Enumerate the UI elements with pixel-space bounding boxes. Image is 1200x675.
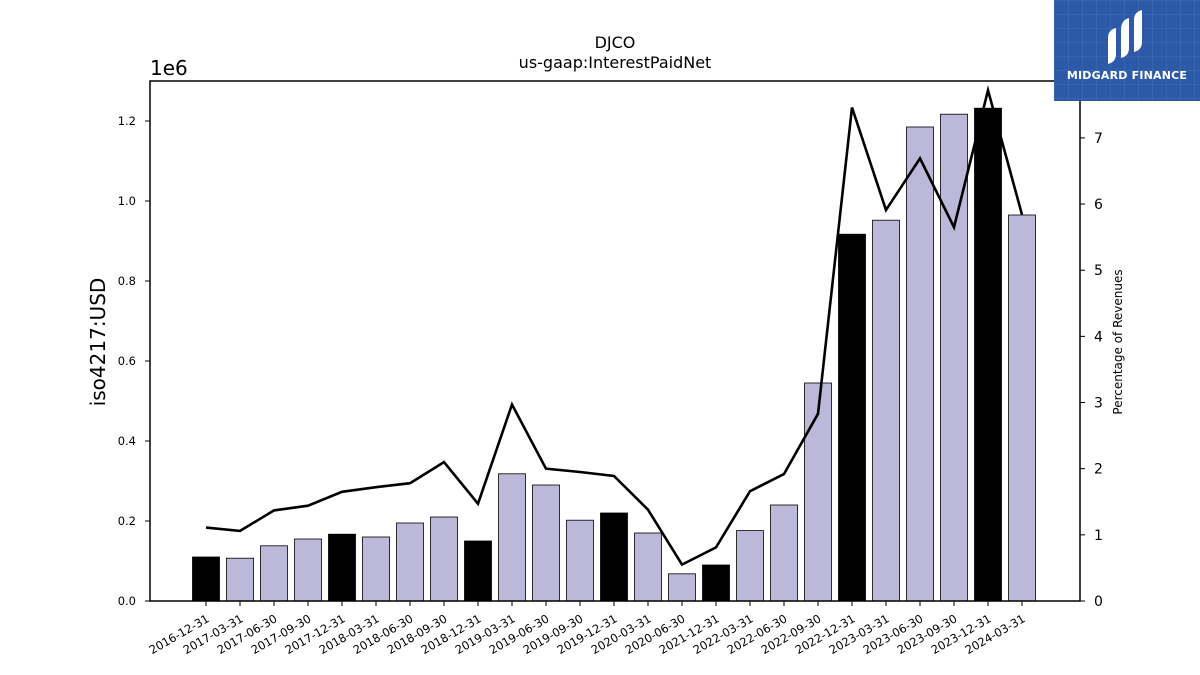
y-tick-label-1.2: 1.2 [118,114,136,128]
y2-tick-label-3: 3 [1094,396,1103,412]
bar-2021-12-31 [702,564,730,602]
chart-subtitle: us-gaap:InterestPaidNet [519,53,712,72]
bar-2017-12-31 [328,533,356,602]
bar-2024-03-31 [1008,214,1036,602]
bar-2017-03-31 [226,557,254,602]
bar-2022-03-31 [736,530,764,602]
y2-tick-label-7: 7 [1094,131,1103,147]
bar-2020-06-30 [668,573,696,602]
bar-2018-09-30 [430,516,458,602]
midgard-logo-icon [1108,10,1142,64]
bar-2022-09-30 [804,382,832,602]
bar-2018-06-30 [396,522,424,602]
y2-tick-label-4: 4 [1094,329,1103,345]
bar-2016-12-31 [192,556,220,602]
y-tick-label-0.4: 0.4 [118,434,136,448]
y2-tick-label-0: 0 [1094,594,1103,610]
y2-tick-label-5: 5 [1094,263,1103,279]
bar-2019-06-30 [532,484,560,602]
logo-text: MIDGARD FINANCE [1066,69,1188,82]
percentage-line [205,85,1024,567]
bar-2023-12-31 [974,107,1002,602]
bar-2023-06-30 [906,126,934,602]
y-multiplier-label: 1e6 [150,56,188,80]
y-axis-label: iso4217:USD [86,278,110,407]
y2-tick-label-6: 6 [1094,197,1103,213]
bar-2018-03-31 [362,536,390,602]
bar-2022-06-30 [770,504,798,602]
bar-2019-12-31 [600,512,628,602]
bar-2017-06-30 [260,545,288,602]
y-tick-label-1.0: 1.0 [118,194,136,208]
bar-2018-12-31 [464,540,492,602]
bar-2023-03-31 [872,219,900,602]
bar-2020-03-31 [634,532,662,602]
y-tick-label-0.6: 0.6 [118,354,136,368]
y-tick-label-0.0: 0.0 [118,594,136,608]
y-tick-label-0.2: 0.2 [118,514,136,528]
bar-2019-09-30 [566,519,594,602]
y2-tick-label-1: 1 [1094,528,1103,544]
y2-axis-label: Percentage of Revenues [1111,269,1125,414]
midgard-finance-logo: MIDGARD FINANCE [1054,0,1200,101]
bar-2022-12-31 [838,233,866,602]
bar-2017-09-30 [294,538,322,602]
plot-frame [149,80,1081,602]
y2-tick-label-2: 2 [1094,462,1103,478]
bar-2019-03-31 [498,473,526,602]
y-tick-label-0.8: 0.8 [118,274,136,288]
chart-title: DJCO [595,33,636,52]
